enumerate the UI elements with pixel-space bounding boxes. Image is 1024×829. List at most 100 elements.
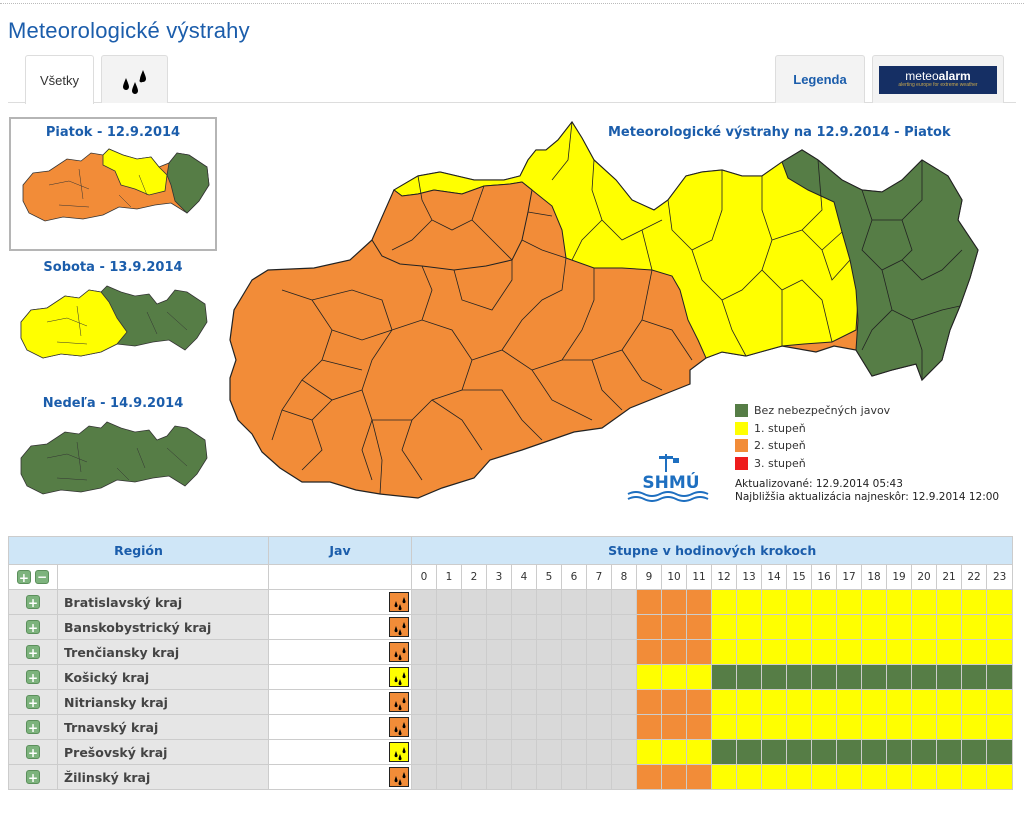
expand-row-button[interactable]: + xyxy=(26,720,40,735)
level-cell xyxy=(936,639,963,665)
level-cell xyxy=(961,614,988,640)
level-cell xyxy=(761,639,788,665)
level-cell xyxy=(761,589,788,615)
svg-text:SHMÚ: SHMÚ xyxy=(642,471,699,493)
collapse-all-button[interactable]: − xyxy=(35,570,50,584)
expand-row-button[interactable]: + xyxy=(26,695,40,710)
level-cell xyxy=(561,739,588,765)
level-cell xyxy=(911,689,938,715)
hour-header: 8 xyxy=(611,564,638,590)
level-cell xyxy=(486,714,513,740)
tab-legend[interactable]: Legenda xyxy=(775,55,865,103)
level-cell xyxy=(786,614,813,640)
map-title: Meteorologické výstrahy na 12.9.2014 - P… xyxy=(608,125,951,140)
expand-row-cell: + xyxy=(8,739,58,765)
level-cell xyxy=(736,714,763,740)
level-cell xyxy=(511,764,538,790)
level-cell xyxy=(586,714,613,740)
jav-header: Jav xyxy=(268,536,413,565)
level-cell xyxy=(461,764,488,790)
level-cell xyxy=(536,614,563,640)
level-cell xyxy=(961,714,988,740)
hour-header: 6 xyxy=(561,564,588,590)
level-cell xyxy=(411,664,438,690)
level-cell xyxy=(411,689,438,715)
legend-item: Bez nebezpečných javov xyxy=(735,402,890,420)
rain-warning-icon[interactable] xyxy=(389,642,410,662)
meteoalarm-logo: meteoalarm alerting europe for extreme w… xyxy=(879,65,997,94)
expand-row-cell: + xyxy=(8,639,58,665)
rain-warning-icon[interactable] xyxy=(389,667,410,687)
day-thumbnail-friday[interactable]: Piatok - 12.9.2014 xyxy=(9,117,217,251)
level-cell xyxy=(661,689,688,715)
level-cell xyxy=(561,664,588,690)
level-cell xyxy=(861,614,888,640)
tabs-baseline xyxy=(8,102,1016,103)
level-cell xyxy=(586,664,613,690)
level-cell xyxy=(786,764,813,790)
level-cell xyxy=(786,714,813,740)
expand-row-button[interactable]: + xyxy=(26,645,40,660)
level-cell xyxy=(911,639,938,665)
level-cell xyxy=(936,764,963,790)
level-cell xyxy=(811,714,838,740)
day-thumbnail-sunday[interactable]: Nedeľa - 14.9.2014 xyxy=(9,396,217,516)
tab-meteoalarm[interactable]: meteoalarm alerting europe for extreme w… xyxy=(872,55,1004,103)
level-cell xyxy=(736,689,763,715)
level-cell xyxy=(486,689,513,715)
day-thumbnail-saturday[interactable]: Sobota - 13.9.2014 xyxy=(9,260,217,380)
rain-warning-icon[interactable] xyxy=(389,717,410,737)
level-cell xyxy=(936,714,963,740)
expand-row-button[interactable]: + xyxy=(26,745,40,760)
level-cell xyxy=(761,689,788,715)
level-cell xyxy=(811,689,838,715)
level-cell xyxy=(836,689,863,715)
expand-all-button[interactable]: + xyxy=(16,570,31,585)
level-cell xyxy=(486,664,513,690)
level-cell xyxy=(986,714,1014,740)
tab-rain[interactable] xyxy=(101,55,168,103)
level-cell xyxy=(661,739,688,765)
level-cell xyxy=(786,664,813,690)
level-cell xyxy=(661,764,688,790)
level-cell xyxy=(986,764,1014,790)
day-title: Nedeľa - 14.9.2014 xyxy=(42,396,184,411)
rain-warning-icon[interactable] xyxy=(389,742,410,762)
level-cell xyxy=(986,664,1014,690)
expand-row-button[interactable]: + xyxy=(26,770,40,785)
level-cell xyxy=(561,689,588,715)
level-cell xyxy=(636,664,663,690)
expand-row-cell: + xyxy=(8,689,58,715)
level-cell xyxy=(786,639,813,665)
expand-row-cell: + xyxy=(8,664,58,690)
expand-row-button[interactable]: + xyxy=(26,670,40,685)
level-cell xyxy=(511,639,538,665)
region-blank xyxy=(56,564,270,590)
rain-drops-icon xyxy=(122,69,146,94)
jav-blank xyxy=(268,564,413,590)
hour-header: 19 xyxy=(886,564,913,590)
rain-warning-icon[interactable] xyxy=(389,692,410,712)
expand-row-button[interactable]: + xyxy=(26,595,40,610)
level-cell xyxy=(661,639,688,665)
expand-row-button[interactable]: + xyxy=(26,620,40,635)
level-cell xyxy=(861,589,888,615)
level-cell xyxy=(811,614,838,640)
level-cell xyxy=(636,639,663,665)
level-cell xyxy=(636,764,663,790)
rain-warning-icon[interactable] xyxy=(389,592,410,612)
level-cell xyxy=(561,639,588,665)
level-cell xyxy=(661,614,688,640)
level-cell xyxy=(461,614,488,640)
level-cell xyxy=(611,589,638,615)
rain-warning-icon[interactable] xyxy=(389,767,410,787)
level-cell xyxy=(911,614,938,640)
mini-map-sunday xyxy=(20,421,208,495)
level-cell xyxy=(486,614,513,640)
level-cell xyxy=(436,764,463,790)
level-cell xyxy=(686,664,713,690)
rain-warning-icon[interactable] xyxy=(389,617,410,637)
level-cell xyxy=(711,589,738,615)
tab-all[interactable]: Všetky xyxy=(25,55,94,104)
level-cell xyxy=(561,764,588,790)
